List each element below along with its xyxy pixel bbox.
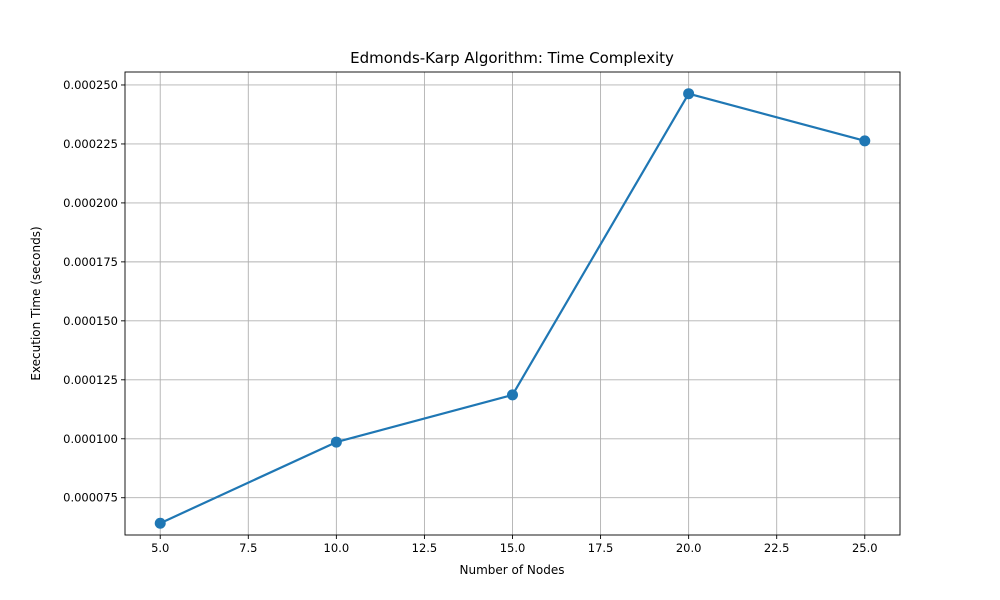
y-tick-label: 0.000175 bbox=[63, 255, 118, 269]
x-tick-label: 22.5 bbox=[764, 541, 790, 555]
y-tick-label: 0.000225 bbox=[63, 137, 118, 151]
data-point bbox=[330, 436, 342, 448]
y-tick-label: 0.000075 bbox=[63, 491, 118, 505]
data-point bbox=[507, 389, 518, 401]
x-tick-label: 25.0 bbox=[852, 541, 878, 555]
grid bbox=[125, 72, 900, 535]
x-tick-label: 20.0 bbox=[676, 541, 702, 555]
x-tick-label: 12.5 bbox=[412, 541, 438, 555]
data-point bbox=[154, 517, 166, 529]
x-tick-label: 15.0 bbox=[500, 541, 526, 555]
y-tick-label: 0.000200 bbox=[63, 196, 118, 210]
y-axis-label: Execution Time (seconds) bbox=[29, 226, 43, 380]
y-tick-label: 0.000125 bbox=[63, 373, 118, 387]
data-point bbox=[683, 88, 695, 100]
y-tick-label: 0.000250 bbox=[63, 78, 118, 92]
x-tick-label: 17.5 bbox=[588, 541, 614, 555]
x-axis-ticks: 5.0 7.5 10.0 12.5 15.0 17.5 20.0 22.5 25.0 bbox=[151, 535, 878, 555]
y-tick-label: 0.000150 bbox=[63, 314, 118, 328]
chart-title: Edmonds-Karp Algorithm: Time Complexity bbox=[350, 49, 674, 67]
x-axis-label: Number of Nodes bbox=[460, 563, 565, 577]
x-tick-label: 7.5 bbox=[239, 541, 257, 555]
y-axis-ticks: 0.000075 0.000100 0.000125 0.000150 0.000175… bbox=[63, 78, 125, 505]
y-tick-label: 0.000100 bbox=[63, 432, 118, 446]
x-tick-label: 10.0 bbox=[324, 541, 350, 555]
data-point bbox=[859, 135, 871, 147]
x-tick-label: 5.0 bbox=[151, 541, 169, 555]
data-points bbox=[154, 88, 871, 529]
